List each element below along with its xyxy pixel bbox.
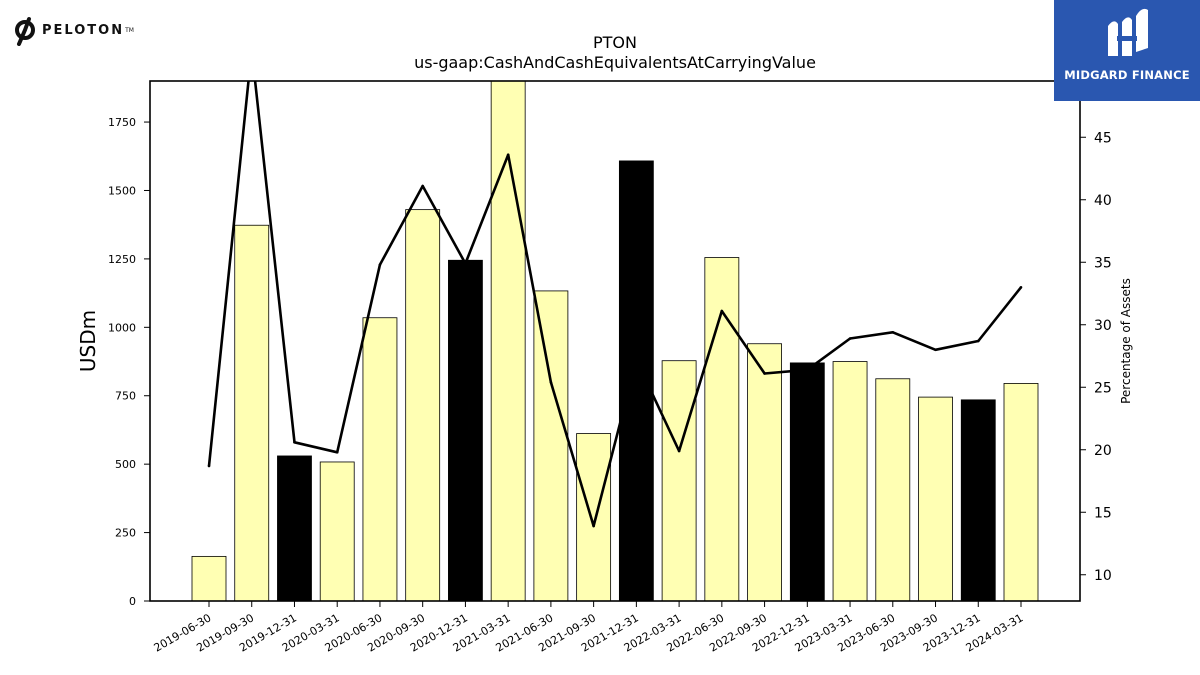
bar-2021-12-31 <box>618 160 654 601</box>
bar-2024-03-31 <box>1003 383 1039 601</box>
midgard-wordmark: MIDGARD FINANCE <box>1064 68 1190 82</box>
y2-tick-label-15: 15 <box>1094 505 1112 521</box>
bar-2023-12-31 <box>960 399 996 601</box>
line-point-2019-06-30 <box>207 464 211 468</box>
y-tick-label-1250: 1250 <box>108 253 136 266</box>
y2-tick-label-10: 10 <box>1094 568 1112 584</box>
y-tick-label-1750: 1750 <box>108 116 136 129</box>
bar-2020-09-30 <box>405 209 441 601</box>
bar-2023-09-30 <box>918 396 953 601</box>
line-point-2021-03-31 <box>506 153 510 157</box>
line-point-2023-06-30 <box>891 330 895 334</box>
peloton-wordmark: PELOTON <box>42 22 125 38</box>
y-tick-label-1500: 1500 <box>108 184 136 197</box>
y-tick-label-0: 0 <box>129 595 136 608</box>
line-point-2023-09-30 <box>934 348 937 352</box>
line-point-2023-12-31 <box>976 339 980 343</box>
bar-2019-12-31 <box>277 455 312 601</box>
y-axis-label: USDm <box>76 310 100 372</box>
y-tick-label-250: 250 <box>115 527 136 540</box>
bar-2023-06-30 <box>875 378 911 601</box>
peloton-trademark: TM <box>125 26 134 34</box>
midgard-m-icon <box>1108 8 1148 56</box>
bar-2022-12-31 <box>789 362 825 601</box>
y-tick-label-750: 750 <box>115 390 136 403</box>
line-point-2023-03-31 <box>848 337 852 340</box>
line-point-2022-06-30 <box>720 309 724 313</box>
bar-2022-03-31 <box>661 360 697 601</box>
plot-frame <box>149 80 1081 602</box>
line-point-2021-12-31 <box>635 358 638 362</box>
y-tick-label-500: 500 <box>115 458 136 471</box>
peloton-logo: PELOTON TM <box>14 14 134 46</box>
y2-tick-label-20: 20 <box>1094 443 1112 459</box>
line-point-2021-06-30 <box>549 380 553 384</box>
bar-2023-03-31 <box>832 361 868 601</box>
bar-2022-06-30 <box>704 257 740 601</box>
midgard-finance-logo: MIDGARD FINANCE <box>1054 0 1200 101</box>
chart-title: PTON <box>593 33 637 52</box>
y2-tick-label-30: 30 <box>1094 318 1112 334</box>
line-point-2019-09-30 <box>250 48 253 51</box>
bar-2022-09-30 <box>747 343 782 601</box>
line-point-2019-12-31 <box>293 440 296 444</box>
bar-2020-06-30 <box>362 317 398 601</box>
bar-2021-06-30 <box>533 290 569 601</box>
line-series <box>207 48 1023 528</box>
line-point-2020-03-31 <box>335 450 339 454</box>
y2-tick-label-45: 45 <box>1094 130 1112 146</box>
line-point-2022-09-30 <box>763 372 766 375</box>
bar-2021-03-31 <box>490 81 526 601</box>
bar-2019-06-30 <box>191 555 227 601</box>
y-tick-label-1000: 1000 <box>108 321 136 334</box>
line-point-2024-03-31 <box>1019 285 1023 289</box>
bar-2020-03-31 <box>319 461 355 601</box>
y2-tick-label-25: 25 <box>1094 380 1112 396</box>
line-point-2021-09-30 <box>592 524 595 528</box>
percentage-line <box>207 81 1023 528</box>
line-point-2020-06-30 <box>378 263 382 267</box>
line-point-2022-03-31 <box>677 449 681 453</box>
bar-2020-12-31 <box>448 259 483 601</box>
line-point-2020-09-30 <box>421 184 424 188</box>
y2-tick-label-40: 40 <box>1094 193 1112 209</box>
bar-2019-09-30 <box>234 224 270 601</box>
line-point-2022-12-31 <box>806 368 809 372</box>
chart-subtitle: us-gaap:CashAndCashEquivalentsAtCarrying… <box>414 53 816 72</box>
line-point-2020-12-31 <box>464 262 467 265</box>
bar-2021-09-30 <box>576 433 612 601</box>
peloton-p-icon <box>15 17 35 46</box>
y2-axis-label: Percentage of Assets <box>1119 278 1133 404</box>
y2-tick-label-35: 35 <box>1094 255 1112 271</box>
